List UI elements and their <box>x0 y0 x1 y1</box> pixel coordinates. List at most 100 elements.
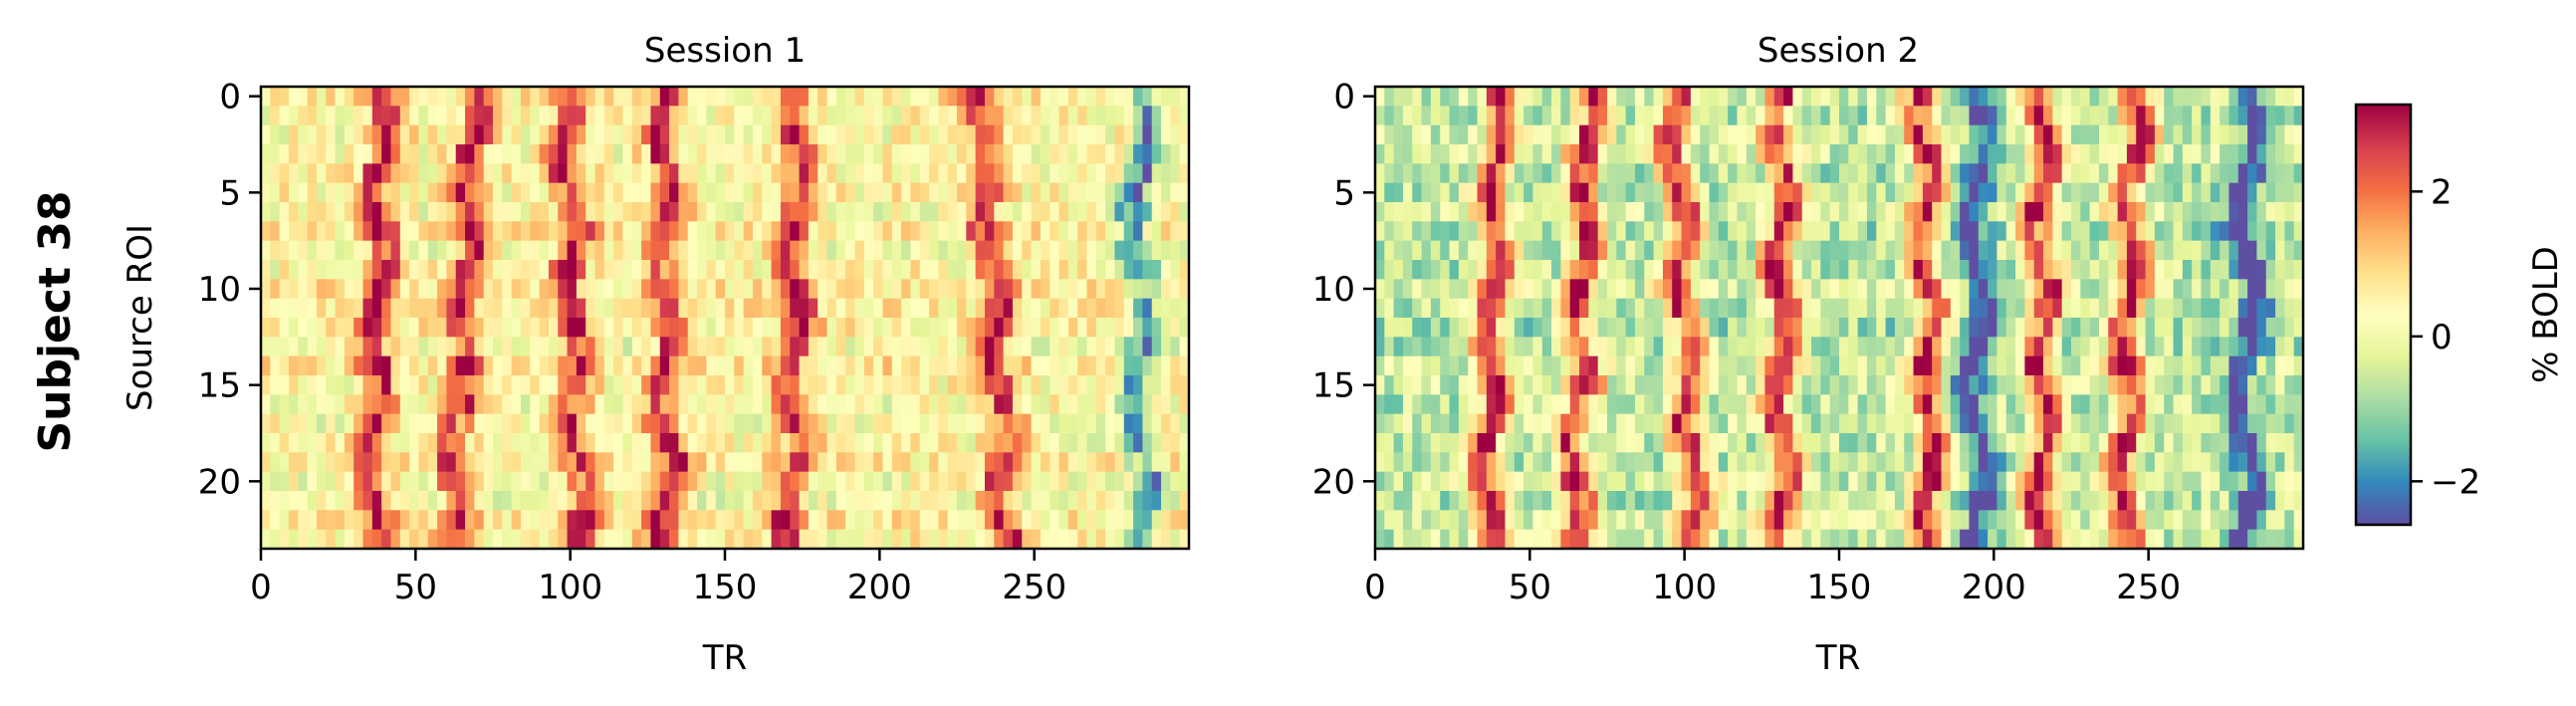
heatmap-cell <box>1820 375 1831 395</box>
heatmap-cell <box>1950 144 1961 164</box>
heatmap-cell <box>790 240 801 261</box>
heatmap-cell <box>493 337 503 357</box>
heatmap-cell <box>919 394 930 415</box>
heatmap-cell <box>1746 182 1756 203</box>
heatmap-cell <box>1133 279 1143 300</box>
heatmap-cell <box>493 375 503 395</box>
heatmap-cell <box>474 318 485 338</box>
heatmap-cell <box>1170 529 1181 550</box>
heatmap-cell <box>1792 221 1803 242</box>
heatmap-cell <box>1050 471 1060 492</box>
heatmap-cell <box>687 124 698 145</box>
heatmap-cell <box>1393 163 1404 184</box>
heatmap-cell <box>1625 355 1636 376</box>
heatmap-cell <box>381 124 392 145</box>
heatmap-cell <box>427 182 438 203</box>
heatmap-cell <box>845 163 856 184</box>
heatmap-cell <box>669 355 679 376</box>
heatmap-cell <box>966 355 977 376</box>
heatmap-cell <box>1440 260 1451 280</box>
heatmap-cell <box>910 375 921 395</box>
heatmap-cell <box>706 87 717 107</box>
heatmap-cell <box>1866 124 1877 145</box>
heatmap-cell <box>2126 433 2137 453</box>
heatmap-cell <box>725 394 735 415</box>
heatmap-cell <box>1913 413 1924 434</box>
heatmap-cell <box>1811 510 1821 531</box>
heatmap-cell <box>1477 394 1488 415</box>
heatmap-cell <box>1820 394 1831 415</box>
heatmap-cell <box>650 529 661 550</box>
heatmap-cell <box>418 163 429 184</box>
heatmap-cell <box>1486 491 1497 511</box>
heatmap-cell <box>2154 529 2165 550</box>
heatmap-cell <box>929 221 939 242</box>
heatmap-cell <box>1773 260 1784 280</box>
heatmap-cell <box>1607 355 1617 376</box>
heatmap-cell <box>2173 413 2184 434</box>
heatmap-cell <box>1468 182 1479 203</box>
heatmap-cell <box>465 491 475 511</box>
heatmap-cell <box>808 106 819 126</box>
heatmap-cell <box>1662 202 1673 222</box>
heatmap-cell <box>474 433 485 453</box>
heatmap-cell <box>1022 106 1033 126</box>
heatmap-cell <box>687 163 698 184</box>
heatmap-cell <box>975 182 986 203</box>
heatmap-cell <box>1820 471 1831 492</box>
heatmap-cell <box>1773 298 1784 319</box>
heatmap-cell <box>261 337 271 357</box>
heatmap-cell <box>381 106 392 126</box>
heatmap-cell <box>1811 202 1821 222</box>
heatmap-cell <box>613 240 624 261</box>
heatmap-cell <box>594 433 605 453</box>
heatmap-cell <box>1960 452 1971 473</box>
heatmap-cell <box>2033 163 2044 184</box>
heatmap-cell <box>2237 529 2248 550</box>
heatmap-cell <box>288 529 299 550</box>
heatmap-cell <box>1142 355 1153 376</box>
heatmap-cell <box>1857 279 1868 300</box>
heatmap-cell <box>1866 491 1877 511</box>
heatmap-cell <box>2145 240 2156 261</box>
heatmap-cell <box>613 221 624 242</box>
heatmap-cell <box>873 433 884 453</box>
heatmap-cell <box>863 87 874 107</box>
heatmap-cell <box>2154 394 2165 415</box>
heatmap-cell <box>1829 124 1840 145</box>
heatmap-cell <box>455 279 466 300</box>
heatmap-cell <box>1681 144 1692 164</box>
heatmap-cell <box>1402 394 1413 415</box>
heatmap-cell <box>1551 106 1561 126</box>
heatmap-cell <box>1866 163 1877 184</box>
heatmap-cell <box>2098 221 2109 242</box>
heatmap-cell <box>743 87 754 107</box>
heatmap-cell <box>1050 433 1060 453</box>
heatmap-cell <box>1523 491 1534 511</box>
heatmap-cell <box>493 529 503 550</box>
heatmap-cell <box>270 298 281 319</box>
heatmap-cell <box>1179 318 1190 338</box>
heatmap-cell <box>1123 240 1134 261</box>
heatmap-cell <box>947 337 958 357</box>
heatmap-cell <box>1569 452 1580 473</box>
heatmap-cell <box>1133 144 1143 164</box>
heatmap-cell <box>1728 337 1739 357</box>
heatmap-cell <box>613 452 624 473</box>
heatmap-cell <box>1067 452 1078 473</box>
heatmap-cell <box>984 221 995 242</box>
heatmap-cell <box>437 452 447 473</box>
heatmap-cell <box>2145 106 2156 126</box>
heatmap-cell <box>1393 106 1404 126</box>
heatmap-cell <box>762 124 773 145</box>
heatmap-cell <box>1829 471 1840 492</box>
heatmap-cell <box>901 260 911 280</box>
heatmap-cell <box>2080 298 2091 319</box>
heatmap-cell <box>697 433 707 453</box>
heatmap-cell <box>1904 355 1915 376</box>
heatmap-cell <box>1468 452 1479 473</box>
heatmap-cell <box>390 221 401 242</box>
heatmap-cell <box>2098 471 2109 492</box>
heatmap-cell <box>1728 106 1739 126</box>
heatmap-cell <box>734 375 745 395</box>
